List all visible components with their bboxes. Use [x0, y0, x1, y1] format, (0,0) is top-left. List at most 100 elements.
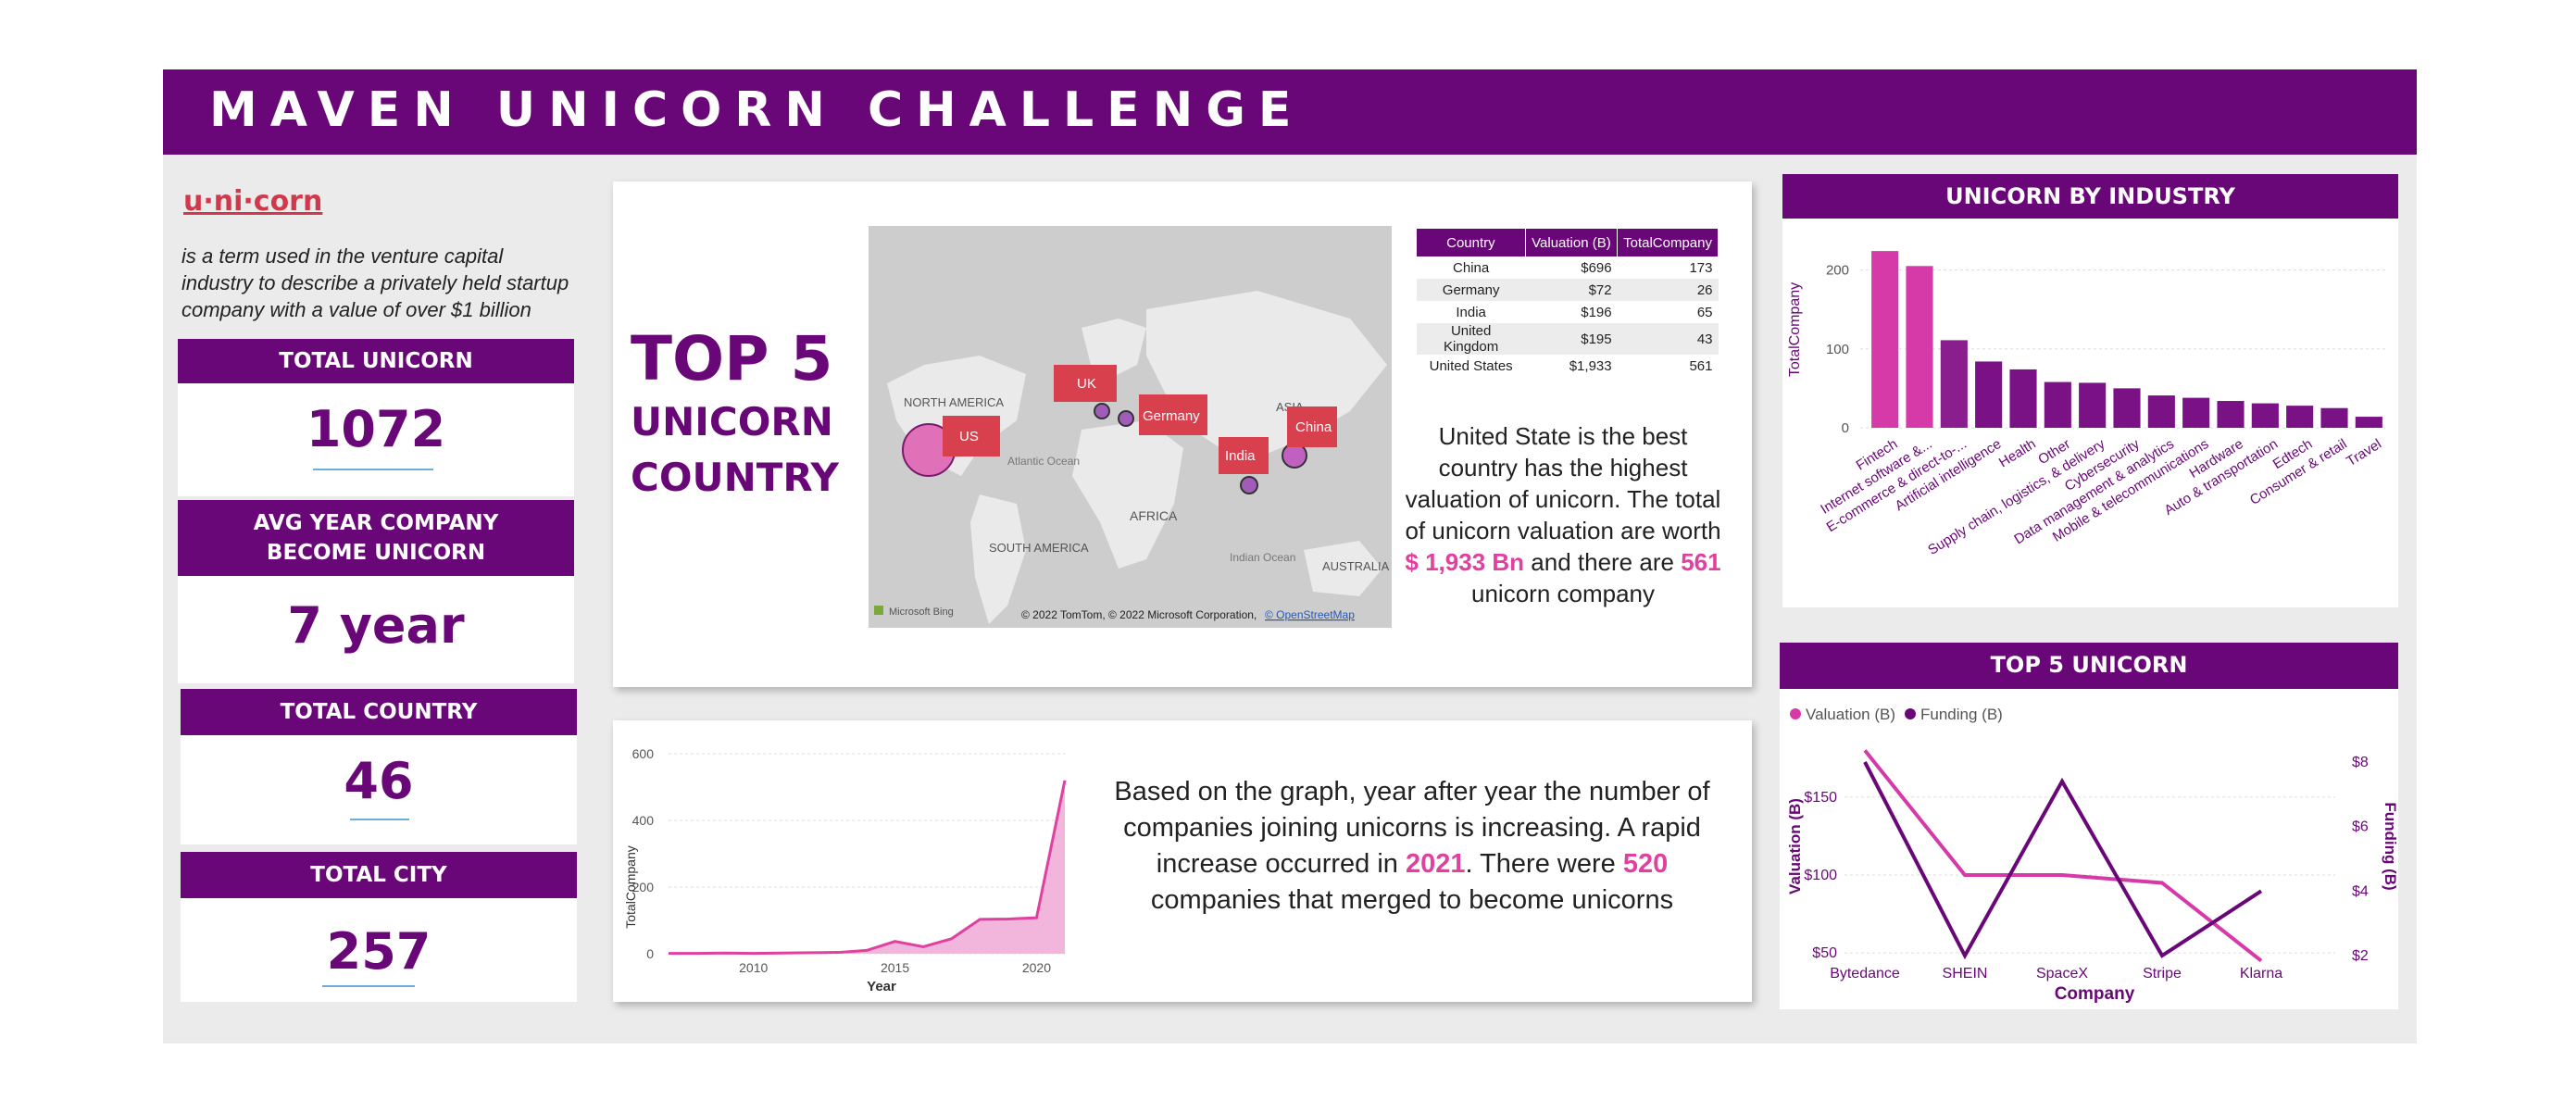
- unicorn-definition: is a term used in the venture capital in…: [181, 244, 569, 321]
- world-map-svg: NORTH AMERICA SOUTH AMERICA AFRICA ASIA …: [869, 226, 1392, 628]
- value-underline: [322, 985, 415, 987]
- cell-total: 43: [1617, 323, 1719, 355]
- germany-label: Germany: [1143, 408, 1200, 424]
- europe-shape: [1082, 319, 1146, 379]
- label-south-america: SOUTH AMERICA: [989, 541, 1089, 555]
- kpi-avg-year-value: 7 year: [287, 596, 465, 655]
- year-text-2: . There were: [1465, 849, 1616, 879]
- south-america-shape: [970, 494, 1026, 624]
- kpi-total-unicorn-card: 1072: [178, 383, 574, 496]
- cell-valuation: $1,933: [1569, 357, 1612, 374]
- germany-bubble: [1118, 410, 1134, 427]
- cell-total: 173: [1689, 259, 1713, 276]
- year-area-chart[interactable]: 0 200 400 600 2010 2015 2020 TotalCompany Year: [613, 720, 1094, 1002]
- africa-shape: [1072, 420, 1183, 569]
- cell-country: India: [1456, 304, 1486, 320]
- industry-chart-title: UNICORN BY INDUSTRY: [1782, 174, 2398, 219]
- year-text-year: 2021: [1405, 849, 1466, 879]
- table-row: United States $1,933 561: [1417, 355, 1719, 377]
- cell-country: China: [1453, 259, 1490, 276]
- country-text-1: United State is the best country has the…: [1405, 422, 1721, 544]
- bar: [2009, 369, 2037, 428]
- kpi-total-city-value: 257: [326, 922, 431, 981]
- china-label: China: [1295, 419, 1332, 435]
- year-text-count: 520: [1622, 849, 1669, 879]
- bar: [1940, 340, 1968, 428]
- year-chart-panel: [613, 720, 1752, 1002]
- bar: [1975, 361, 2003, 428]
- world-map[interactable]: NORTH AMERICA SOUTH AMERICA AFRICA ASIA …: [869, 226, 1392, 628]
- cell-valuation: $196: [1581, 304, 1612, 320]
- area-ylabel: TotalCompany: [623, 845, 638, 929]
- country-text-3: unicorn company: [1471, 580, 1655, 607]
- bar-category-label: Health: [1996, 436, 2039, 470]
- line-ytick-right: $8: [2352, 755, 2369, 770]
- australia-shape: [1304, 541, 1382, 596]
- line-category-label: SHEIN: [1943, 966, 1988, 982]
- top5-title-line3: COUNTRY: [631, 455, 839, 500]
- area-line: [669, 780, 1067, 956]
- top5-unicorn-panel: [1780, 689, 2398, 1009]
- label-indian: Indian Ocean: [1230, 551, 1295, 564]
- india-label: India: [1225, 448, 1256, 464]
- kpi-total-unicorn-value: 1072: [306, 400, 446, 458]
- kpi-avg-year-label-line1: AVG YEAR COMPANY: [253, 510, 499, 535]
- area-ytick: 0: [646, 946, 654, 961]
- india-label-box: [1219, 437, 1269, 474]
- area-ytick: 400: [632, 813, 655, 828]
- bar: [2044, 381, 2071, 428]
- area-fill: [669, 780, 1065, 954]
- cell-valuation: $696: [1581, 259, 1612, 276]
- top5-title-line1: TOP 5: [631, 323, 833, 394]
- line-valuation: [1863, 749, 2263, 963]
- bar-ylabel: TotalCompany: [1787, 282, 1803, 377]
- legend-funding-dot: [1905, 708, 1916, 719]
- cell-total: 65: [1696, 304, 1713, 320]
- bar: [1871, 251, 1899, 428]
- uk-label: UK: [1077, 376, 1096, 392]
- cell-total: 561: [1689, 357, 1713, 374]
- line-category-label: Bytedance: [1830, 966, 1900, 982]
- label-australia: AUSTRALIA: [1322, 559, 1390, 573]
- bar: [2355, 417, 2382, 428]
- kpi-avg-year-label-line2: BECOME UNICORN: [266, 541, 486, 565]
- area-xtick: 2015: [881, 960, 909, 975]
- china-label-box: [1287, 406, 1337, 447]
- kpi-total-city-card: 257: [181, 898, 577, 1002]
- label-africa: AFRICA: [1130, 508, 1178, 523]
- line-ylabel-left: Valuation (B): [1786, 798, 1804, 894]
- bing-logo-icon: [874, 606, 883, 615]
- table-row: China $696 173: [1417, 256, 1719, 279]
- germany-label-box: [1139, 394, 1207, 435]
- bar-ytick: 200: [1826, 263, 1849, 279]
- unicorn-word: u·ni·corn: [183, 185, 323, 218]
- line-ytick-right: $4: [2352, 883, 2369, 899]
- kpi-total-city-label: TOTAL CITY: [181, 852, 577, 898]
- us-label-box: [943, 416, 1000, 456]
- top5-line-chart[interactable]: Valuation (B) Funding (B) $50 $100 $150 $2 $…: [1780, 689, 2398, 1009]
- line-ytick-left: $100: [1804, 868, 1837, 883]
- cell-country: United States: [1429, 357, 1513, 374]
- area-ytick: 200: [632, 880, 655, 894]
- kpi-avg-year-card: 7 year: [178, 576, 574, 683]
- col-valuation[interactable]: Valuation (B): [1525, 229, 1619, 256]
- osm-link: © OpenStreetMap: [1265, 608, 1355, 621]
- label-atlantic: Atlantic Ocean: [1007, 455, 1080, 468]
- line-category-label: Klarna: [2240, 966, 2282, 982]
- value-underline: [350, 819, 409, 820]
- line-ytick-right: $6: [2352, 819, 2369, 835]
- line-category-label: Stripe: [2143, 966, 2182, 982]
- col-country[interactable]: Country: [1417, 229, 1526, 256]
- country-table[interactable]: Country Valuation (B) TotalCompany China…: [1417, 229, 1719, 377]
- line-xlabel: Company: [2055, 984, 2135, 1004]
- kpi-avg-year-label: AVG YEAR COMPANY BECOME UNICORN: [178, 500, 574, 576]
- bar: [2217, 401, 2245, 428]
- value-underline: [313, 469, 433, 470]
- col-totalcompany[interactable]: TotalCompany: [1617, 229, 1719, 256]
- line-ytick-left: $50: [1812, 945, 1837, 961]
- page-title: MAVEN UNICORN CHALLENGE: [209, 82, 1305, 138]
- line-ylabel-right: Funding (B): [2382, 802, 2398, 890]
- bar: [2147, 395, 2175, 428]
- kpi-total-country-card: 46: [181, 735, 577, 844]
